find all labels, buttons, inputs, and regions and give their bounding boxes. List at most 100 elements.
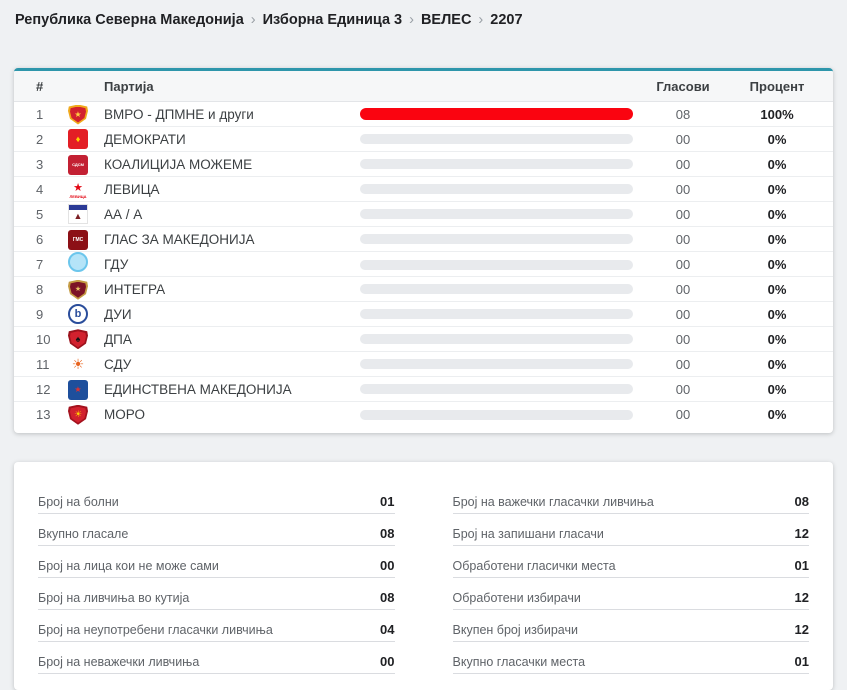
breadcrumb-item[interactable]: 2207 bbox=[490, 12, 523, 28]
party-logo-glyph: ★ bbox=[74, 384, 82, 394]
party-row: 2 ♦ ДЕМОКРАТИ 00 0% bbox=[14, 127, 833, 152]
vote-percent: 0% bbox=[767, 281, 787, 297]
party-logo-square-icon: СДСМ bbox=[68, 155, 88, 175]
vote-percent: 0% bbox=[767, 206, 787, 222]
summary-item-value: 01 bbox=[380, 494, 395, 509]
party-name: МОРО bbox=[104, 407, 145, 422]
party-logo-cell: ★ bbox=[68, 379, 96, 400]
party-logo-shield-icon: ★ bbox=[68, 279, 88, 300]
party-name: ДПА bbox=[104, 331, 132, 347]
party-logo-caption: ЛЕВИЦА bbox=[69, 193, 87, 199]
breadcrumb-separator-icon: › bbox=[250, 12, 256, 28]
vote-bar bbox=[360, 234, 633, 244]
party-logo-cell: ☀ bbox=[68, 404, 96, 425]
party-row: 1 ★ ВМРО - ДПМНЕ и други 08 100% bbox=[14, 102, 833, 127]
party-logo-circle-icon bbox=[68, 252, 88, 272]
vote-percent: 100% bbox=[760, 106, 794, 122]
party-logo-glyph: ГМС bbox=[72, 236, 84, 243]
results-table-header: # Партија Гласови Процент bbox=[14, 71, 833, 102]
party-logo-glyph: СДСМ bbox=[72, 162, 84, 167]
party-logo-glyph: ★ bbox=[74, 109, 82, 119]
summary-item-label: Број на неважечки ливчиња bbox=[38, 655, 200, 669]
party-logo-glyph: ♦ bbox=[75, 133, 81, 144]
vote-count: 00 bbox=[675, 131, 691, 147]
party-name: ДЕМОКРАТИ bbox=[104, 131, 186, 147]
breadcrumb: Република Северна Македонија › Изборна Еди… bbox=[0, 0, 847, 46]
party-logo-cell: ♦ bbox=[68, 129, 96, 150]
vote-bar-track bbox=[360, 334, 633, 344]
vote-bar bbox=[360, 259, 633, 270]
party-name: КОАЛИЦИЈА МОЖЕМЕ bbox=[104, 156, 253, 172]
header-rank: # bbox=[36, 78, 44, 94]
summary-item: Број на запишани гласачи 12 bbox=[452, 514, 809, 546]
summary-item-label: Вкупно гласачки места bbox=[452, 655, 586, 669]
party-name: ЕДИНСТВЕНА МАКЕДОНИЈА bbox=[104, 381, 292, 397]
summary-item-label: Обработени избирачи bbox=[452, 591, 581, 605]
party-logo-cell: ★ bbox=[68, 278, 96, 300]
summary-item-label: Број на лица кои не може сами bbox=[38, 559, 219, 573]
vote-percent: 0% bbox=[767, 156, 787, 172]
party-logo-cell: ♠ bbox=[68, 329, 96, 350]
party-logo-cell: ☀ bbox=[68, 354, 96, 374]
vote-bar bbox=[360, 334, 633, 344]
header-percent: Процент bbox=[749, 78, 805, 94]
vote-percent: 0% bbox=[767, 257, 787, 272]
vote-bar-track bbox=[360, 384, 633, 394]
party-rank: 8 bbox=[36, 281, 44, 297]
summary-item: Обработени избирачи 12 bbox=[452, 578, 809, 610]
party-logo-square-icon: ★ bbox=[68, 379, 88, 400]
party-rank: 3 bbox=[36, 156, 44, 172]
party-rank: 4 bbox=[36, 181, 44, 197]
summary-item-value: 01 bbox=[794, 654, 809, 669]
vote-count: 00 bbox=[675, 331, 691, 347]
header-party: Партија bbox=[104, 78, 154, 94]
party-logo-glyph: ★ bbox=[74, 286, 82, 294]
party-logo-glyph: ▲ bbox=[73, 210, 83, 221]
summary-item: Обработени гласички места 01 bbox=[452, 546, 809, 578]
party-logo-glyph: ☀ bbox=[71, 356, 85, 372]
vote-bar-fill bbox=[360, 108, 633, 120]
summary-item-value: 08 bbox=[380, 590, 395, 605]
vote-bar bbox=[360, 284, 633, 294]
party-logo-shield-icon: ♠ bbox=[68, 329, 88, 350]
vote-count: 00 bbox=[675, 281, 691, 297]
summary-item: Број на ливчиња во кутија 08 bbox=[38, 578, 395, 610]
summary-item: Вкупно гласале 08 bbox=[38, 514, 395, 546]
summary-item-label: Вкупен број избирачи bbox=[452, 623, 578, 637]
party-logo-aa-icon: ▲ bbox=[68, 204, 88, 224]
summary-item: Број на важечки гласачки ливчиња 08 bbox=[452, 482, 809, 514]
party-logo-square-icon: ♦ bbox=[68, 129, 88, 150]
party-logo-shield-icon: ★ bbox=[68, 104, 88, 125]
party-name: ДУИ bbox=[104, 306, 132, 322]
party-logo-glyph: b bbox=[74, 307, 82, 320]
vote-percent: 0% bbox=[767, 131, 787, 147]
breadcrumb-item[interactable]: ВЕЛЕС bbox=[420, 12, 472, 28]
vote-percent: 0% bbox=[767, 306, 787, 322]
party-row: 8 ★ ИНТЕГРА 00 0% bbox=[14, 277, 833, 302]
party-name: ИНТЕГРА bbox=[104, 281, 166, 297]
party-rank: 9 bbox=[36, 306, 44, 322]
breadcrumb-item[interactable]: Република Северна Македонија bbox=[15, 12, 244, 28]
party-rank: 6 bbox=[36, 231, 44, 247]
summary-item-label: Број на неупотребени гласачки ливчиња bbox=[38, 623, 273, 637]
party-row: 11 ☀ СДУ 00 0% bbox=[14, 352, 833, 377]
vote-bar-track bbox=[360, 159, 633, 169]
vote-percent: 0% bbox=[767, 381, 787, 397]
party-name: ГДУ bbox=[104, 257, 129, 272]
party-name: СДУ bbox=[104, 356, 132, 372]
summary-item-label: Број на ливчиња во кутија bbox=[38, 591, 190, 605]
vote-bar bbox=[360, 359, 633, 369]
vote-percent: 0% bbox=[767, 231, 787, 247]
vote-bar-track bbox=[360, 184, 633, 194]
summary-column-right: Број на важечки гласачки ливчиња 08 Број н… bbox=[452, 482, 809, 674]
vote-bar bbox=[360, 209, 633, 219]
vote-bar-track bbox=[360, 134, 633, 144]
summary-item-value: 12 bbox=[794, 622, 809, 637]
breadcrumb-item[interactable]: Изборна Единица 3 bbox=[262, 12, 403, 28]
results-table-body: 1 ★ ВМРО - ДПМНЕ и други 08 100% 2 ♦ ДЕМОКРАТИ 0… bbox=[14, 102, 833, 427]
vote-count: 00 bbox=[675, 156, 691, 172]
summary-item-label: Обработени гласички места bbox=[452, 559, 616, 573]
vote-percent: 0% bbox=[767, 407, 787, 422]
party-row: 4 ★ ЛЕВИЦА ЛЕВИЦА 00 0% bbox=[14, 177, 833, 202]
